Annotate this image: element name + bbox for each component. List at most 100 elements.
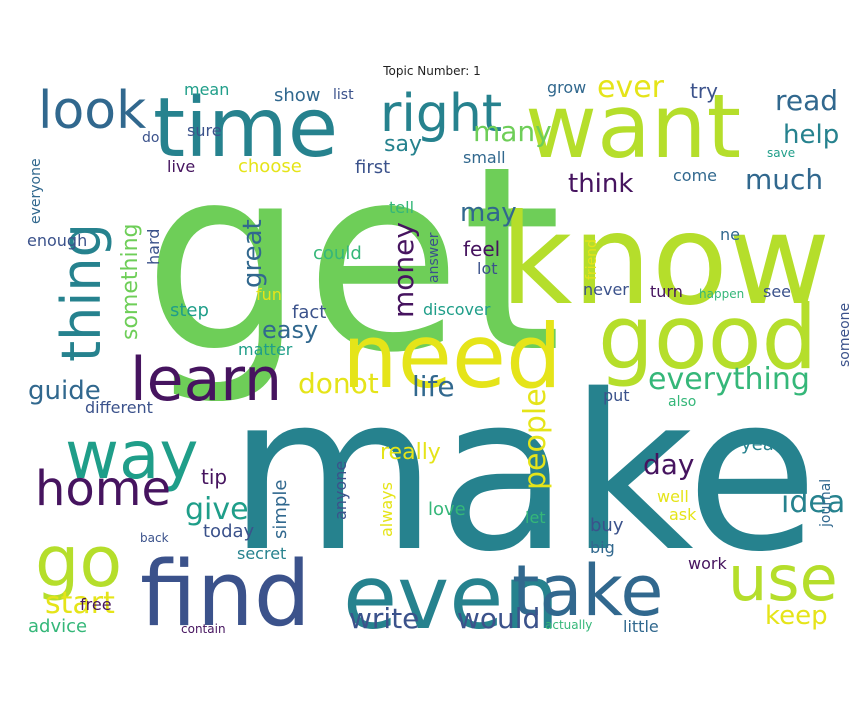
- word-everything: everything: [648, 362, 810, 397]
- word-never: never: [583, 280, 629, 299]
- word-everyone: everyone: [28, 158, 44, 224]
- word-tell: tell: [389, 198, 414, 217]
- word-get: get: [143, 112, 562, 409]
- word-help: help: [783, 120, 839, 150]
- word-enough: enough: [27, 231, 87, 250]
- word-love: love: [428, 499, 466, 520]
- word-actually: actually: [545, 618, 592, 632]
- word-give: give: [185, 492, 249, 527]
- word-small: small: [463, 148, 506, 167]
- word-people: people: [518, 388, 553, 490]
- word-always: always: [377, 482, 396, 537]
- word-really: really: [380, 440, 441, 465]
- word-see: see: [763, 282, 791, 301]
- word-write: write: [349, 602, 419, 635]
- chart-title: Topic Number: 1: [383, 64, 481, 78]
- word-keep: keep: [765, 601, 828, 631]
- word-work: work: [688, 554, 727, 573]
- word-put: put: [603, 386, 630, 405]
- word-right: right: [380, 84, 502, 144]
- word-know: know: [500, 188, 830, 333]
- word-idea: idea: [781, 485, 845, 520]
- word-show: show: [274, 85, 321, 106]
- word-read: read: [775, 84, 838, 117]
- word-need: need: [342, 305, 562, 408]
- word-could: could: [313, 243, 362, 264]
- word-thing: thing: [50, 223, 113, 362]
- word-start: start: [45, 586, 115, 621]
- word-journal: journal: [818, 479, 834, 528]
- word-money: money: [387, 222, 420, 318]
- word-do: do: [142, 130, 159, 146]
- word-choose: choose: [238, 156, 302, 177]
- word-turn: turn: [650, 282, 683, 301]
- word-secret: secret: [237, 544, 286, 563]
- word-save: save: [767, 146, 795, 160]
- word-ever: ever: [597, 70, 665, 105]
- word-anyone: anyone: [331, 461, 350, 520]
- word-think: think: [568, 169, 633, 199]
- word-hard: hard: [144, 229, 163, 265]
- word-lot: lot: [477, 259, 498, 278]
- word-let: let: [525, 508, 546, 527]
- word-sure: sure: [187, 121, 222, 140]
- word-go: go: [35, 521, 122, 603]
- word-day: day: [643, 448, 695, 481]
- word-home: home: [35, 461, 171, 517]
- word-would: would: [457, 602, 540, 635]
- word-year: year: [741, 434, 782, 455]
- word-first: first: [355, 157, 390, 178]
- word-good: good: [598, 286, 817, 389]
- word-happen: happen: [699, 287, 744, 301]
- word-simple: simple: [270, 480, 291, 539]
- word-great: great: [238, 219, 268, 288]
- word-come: come: [673, 166, 717, 185]
- word-make: make: [228, 348, 818, 599]
- word-say: say: [384, 132, 422, 157]
- word-step: step: [170, 300, 209, 321]
- word-big: big: [590, 538, 615, 557]
- word-may: may: [460, 198, 517, 228]
- word-easy: easy: [262, 316, 318, 344]
- word-someone: someone: [837, 303, 853, 367]
- word-tip: tip: [201, 465, 227, 489]
- word-something: something: [118, 224, 143, 340]
- word-today: today: [203, 521, 255, 542]
- word-donot: donot: [298, 367, 379, 400]
- word-advice: advice: [28, 616, 87, 637]
- word-discover: discover: [423, 300, 491, 319]
- word-life: life: [412, 370, 455, 403]
- word-many: many: [473, 115, 552, 148]
- word-even: even: [343, 546, 559, 649]
- word-fact: fact: [292, 302, 326, 323]
- word-also: also: [668, 394, 696, 410]
- word-time: time: [153, 81, 338, 176]
- word-answer: answer: [426, 232, 442, 283]
- word-way: way: [65, 417, 198, 494]
- word-use: use: [728, 542, 838, 615]
- word-ne: ne: [720, 225, 740, 244]
- word-much: much: [745, 163, 823, 196]
- word-learn: learn: [130, 345, 282, 415]
- word-buy: buy: [590, 515, 624, 536]
- word-friend: friend: [584, 239, 600, 280]
- word-live: live: [167, 157, 195, 176]
- word-mean: mean: [184, 80, 229, 99]
- word-contain: contain: [181, 622, 226, 636]
- word-ask: ask: [669, 505, 697, 524]
- word-matter: matter: [238, 340, 293, 359]
- word-list: list: [333, 87, 354, 103]
- word-grow: grow: [547, 78, 586, 97]
- word-little: little: [623, 617, 659, 636]
- word-feel: feel: [463, 237, 500, 261]
- word-back: back: [140, 531, 169, 545]
- word-want: want: [525, 75, 741, 178]
- word-take: take: [512, 550, 663, 632]
- word-different: different: [85, 398, 153, 417]
- word-try: try: [690, 79, 718, 103]
- word-free: free: [80, 595, 112, 614]
- word-guide: guide: [28, 376, 101, 406]
- word-well: well: [657, 487, 689, 506]
- word-fun: fun: [256, 285, 282, 304]
